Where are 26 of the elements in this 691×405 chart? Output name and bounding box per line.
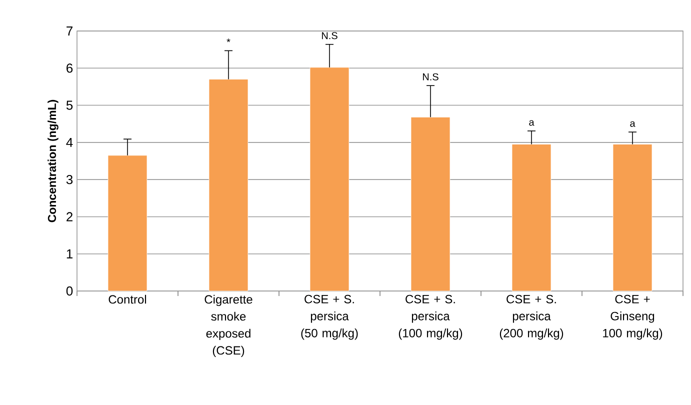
y-tick-label: 1 bbox=[66, 249, 72, 258]
x-tick-label: Cigarette smoke exposed (CSE) bbox=[204, 294, 252, 358]
x-tick-label: CSE + S. persica (50 mg/kg) bbox=[301, 294, 358, 340]
annotation: N.S bbox=[322, 32, 338, 40]
y-tick-label: 3 bbox=[66, 174, 73, 184]
y-tick-label: 6 bbox=[66, 64, 73, 73]
y-tick-label: 0 bbox=[66, 286, 73, 296]
y-tick-label: 7 bbox=[66, 26, 72, 36]
bar bbox=[310, 67, 350, 292]
y-tick-label: 4 bbox=[66, 138, 73, 147]
annotation: * bbox=[226, 38, 230, 42]
x-tick-label: CSE + S. persica (100 mg/kg) bbox=[398, 294, 462, 340]
annotation: a bbox=[630, 121, 636, 127]
annotation: a bbox=[529, 120, 534, 126]
y-tick-label: 2 bbox=[66, 212, 72, 222]
bar bbox=[512, 144, 552, 292]
y-axis-title: Concentration (ng/mL) bbox=[48, 100, 58, 222]
x-tick-label: CSE + Ginseng 100 mg/kg) bbox=[603, 294, 662, 340]
bar bbox=[208, 79, 248, 292]
x-tick-label: Control bbox=[108, 294, 146, 304]
y-tick-label: 5 bbox=[66, 100, 73, 110]
bar bbox=[612, 144, 652, 292]
x-tick-label: CSE + S. persica (200 mg/kg) bbox=[500, 294, 564, 340]
bar bbox=[108, 155, 148, 292]
bar bbox=[410, 116, 450, 292]
annotation: N.S bbox=[422, 73, 438, 80]
